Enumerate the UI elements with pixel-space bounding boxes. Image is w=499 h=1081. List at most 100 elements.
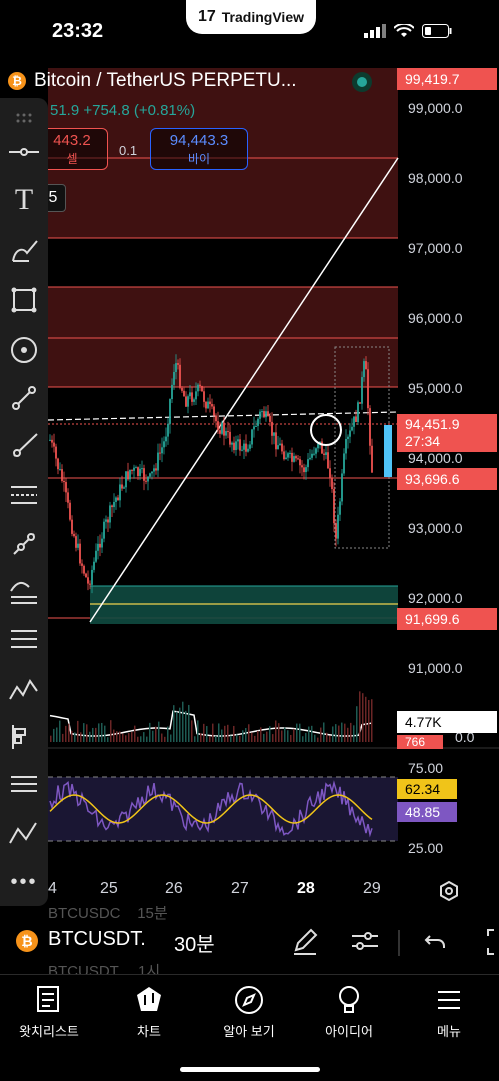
app-pill-label: TradingView bbox=[221, 9, 304, 25]
gann-icon[interactable] bbox=[6, 622, 42, 658]
candle-body bbox=[227, 431, 229, 433]
candle-body bbox=[357, 402, 359, 423]
bitcoin-icon: ₿ bbox=[8, 72, 26, 90]
candle-body bbox=[283, 451, 285, 460]
date-tick: 25 bbox=[100, 880, 118, 897]
price-axis[interactable]: 99,000.0 98,000.0 97,000.0 96,000.0 95,0… bbox=[400, 60, 499, 900]
tab-label: 왓치리스트 bbox=[19, 1024, 79, 1039]
volume-bar bbox=[239, 735, 241, 742]
sell-button[interactable]: 443.2 셀 bbox=[36, 128, 108, 170]
volume-bar bbox=[158, 721, 160, 742]
market-status-icon[interactable] bbox=[352, 72, 372, 92]
ray-icon[interactable] bbox=[6, 428, 42, 464]
symbol-header[interactable]: ₿ Bitcoin / TetherUS PERPETU... bbox=[8, 70, 297, 92]
candle-body bbox=[331, 477, 333, 489]
ticker-button[interactable]: BTCUSDT. bbox=[48, 928, 146, 950]
drag-handle-icon[interactable] bbox=[6, 100, 42, 136]
candle-body bbox=[71, 519, 73, 534]
candle-body bbox=[139, 468, 141, 476]
price-tick: 98,000.0 bbox=[408, 170, 463, 186]
brush-icon[interactable] bbox=[6, 232, 42, 268]
candle-body bbox=[187, 396, 189, 407]
status-time: 23:32 bbox=[52, 20, 104, 42]
trendline-icon[interactable] bbox=[6, 380, 42, 416]
abc-pattern-icon[interactable] bbox=[6, 814, 42, 850]
chart-icon bbox=[137, 987, 161, 1011]
price-tick: 92,000.0 bbox=[408, 590, 463, 606]
candle-body bbox=[123, 487, 125, 489]
tab-watchlist[interactable]: 왓치리스트 bbox=[4, 985, 94, 1040]
volume-bar bbox=[74, 732, 76, 742]
badge-line: 91,699.6 bbox=[397, 608, 497, 630]
candle-body bbox=[75, 536, 77, 548]
fullscreen-icon[interactable] bbox=[484, 928, 499, 961]
candle-body bbox=[323, 453, 325, 455]
settings-gear-icon[interactable] bbox=[438, 880, 460, 907]
volume-bar bbox=[356, 706, 358, 742]
channel-icon[interactable] bbox=[6, 574, 42, 610]
volume-bar bbox=[92, 727, 94, 742]
current-bar-highlight bbox=[384, 425, 392, 477]
candle-body bbox=[275, 432, 277, 450]
rsi-badge: 48.85 bbox=[397, 802, 457, 822]
volume-bar bbox=[155, 726, 157, 742]
forecast-icon[interactable] bbox=[6, 766, 42, 802]
price-chart[interactable] bbox=[0, 60, 499, 900]
pitchfork-icon[interactable] bbox=[6, 526, 42, 562]
crosshair-icon[interactable] bbox=[6, 134, 42, 170]
candle-body bbox=[261, 411, 263, 413]
tradingview-pill[interactable]: 17 TradingView bbox=[186, 0, 316, 34]
more-icon[interactable]: ••• bbox=[10, 870, 38, 893]
fib-icon[interactable] bbox=[6, 478, 42, 514]
volume-ma-line bbox=[49, 710, 372, 737]
volume-bar bbox=[122, 733, 124, 742]
tab-ideas[interactable]: 아이디어 bbox=[304, 985, 394, 1040]
volume-bar bbox=[113, 729, 115, 742]
watchlist-icon bbox=[37, 986, 59, 1012]
volume-bar bbox=[230, 735, 232, 742]
candle-body bbox=[199, 384, 201, 387]
text-icon[interactable]: T bbox=[14, 183, 34, 216]
undo-icon[interactable] bbox=[424, 930, 448, 957]
indicators-icon[interactable] bbox=[350, 928, 380, 959]
pattern-icon[interactable] bbox=[6, 670, 42, 706]
ghost-symbol: BTCUSDC 15분 bbox=[48, 905, 168, 922]
buy-price: 94,443.3 bbox=[169, 132, 229, 149]
candle-body bbox=[255, 425, 257, 427]
volume-bar bbox=[68, 723, 70, 742]
tab-explore[interactable]: 알아 보기 bbox=[204, 985, 294, 1040]
volume-bar bbox=[275, 720, 277, 742]
badge-line: 93,696.6 bbox=[397, 468, 497, 490]
candle-body bbox=[107, 519, 109, 523]
candlesticks bbox=[49, 354, 373, 594]
buy-label: 바이 bbox=[187, 152, 211, 166]
tab-menu[interactable]: 메뉴 bbox=[404, 985, 494, 1040]
candle-body bbox=[293, 456, 295, 462]
volume-bar bbox=[365, 696, 367, 742]
candle-body bbox=[49, 439, 51, 441]
candle-body bbox=[51, 439, 53, 443]
badge-volume-2: 766 bbox=[397, 735, 443, 749]
candle-body bbox=[103, 521, 105, 539]
volume-bar bbox=[194, 736, 196, 742]
volume-bar bbox=[89, 731, 91, 742]
candle-body bbox=[325, 452, 327, 455]
volume-bar bbox=[311, 725, 313, 742]
volume-bar bbox=[323, 722, 325, 742]
badge-volume: 4.77K bbox=[397, 711, 497, 733]
buy-button[interactable]: 94,443.3 바이 bbox=[150, 128, 248, 170]
long-position-icon[interactable] bbox=[6, 718, 42, 754]
volume-bar bbox=[257, 730, 259, 742]
drawing-pen-icon[interactable] bbox=[290, 926, 320, 961]
interval-button[interactable]: 30분 bbox=[174, 934, 215, 956]
volume-bar bbox=[359, 691, 361, 742]
candle-body bbox=[113, 501, 115, 508]
circle-icon[interactable] bbox=[6, 332, 42, 368]
rectangle-icon[interactable] bbox=[6, 282, 42, 318]
candle-body bbox=[211, 404, 213, 407]
candle-body bbox=[129, 469, 131, 480]
candle-body bbox=[295, 456, 297, 459]
tab-chart[interactable]: 차트 bbox=[104, 985, 194, 1040]
volume-bar bbox=[296, 723, 298, 742]
candle-body bbox=[109, 505, 111, 523]
